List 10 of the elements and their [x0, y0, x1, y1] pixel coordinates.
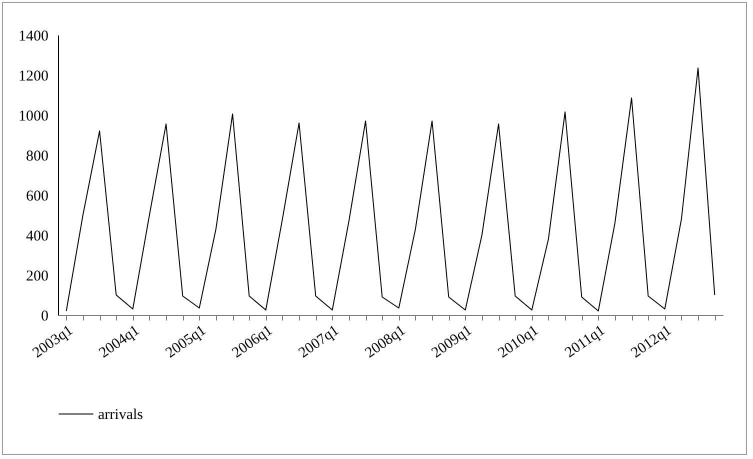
y-tick-label: 200 [26, 268, 48, 284]
line-series [66, 68, 716, 312]
y-tick-label: 600 [26, 188, 48, 204]
y-tick-label: 1000 [18, 108, 48, 124]
y-tick-label: 1400 [18, 28, 48, 44]
y-tick-label: 400 [26, 228, 48, 244]
legend-label: arrivals [98, 407, 144, 423]
y-tick-label: 1200 [18, 68, 48, 84]
y-tick-label: 0 [41, 308, 48, 324]
y-tick-label: 800 [26, 148, 48, 164]
